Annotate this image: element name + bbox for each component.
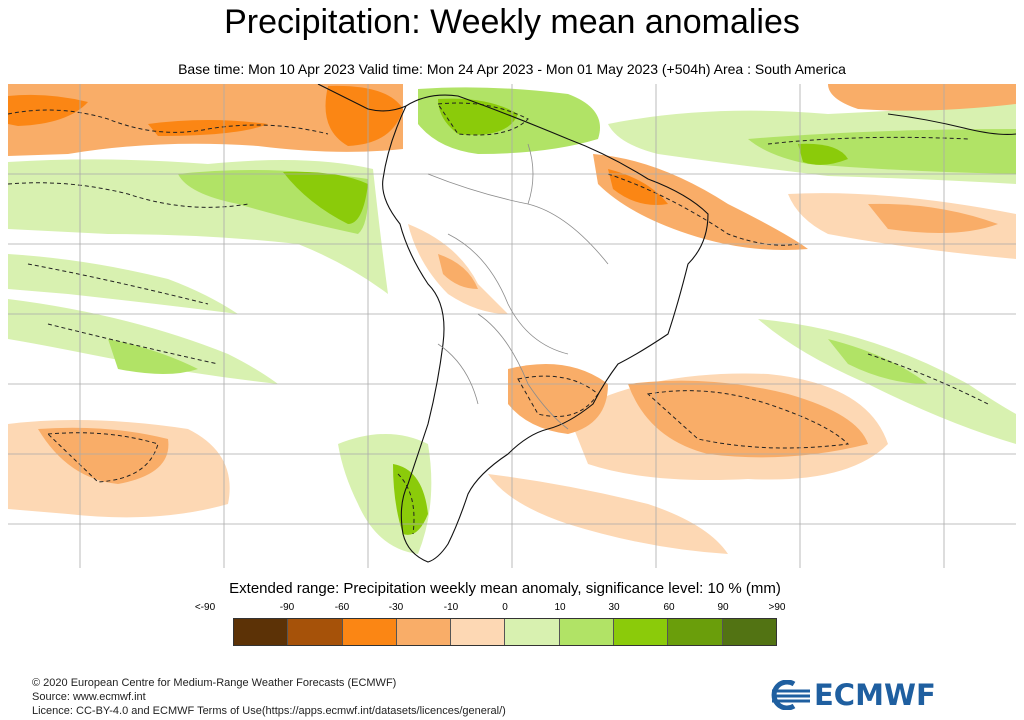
anomaly-region-atlantic-ne-orange: [828, 84, 1016, 111]
page-title: Precipitation: Weekly mean anomalies: [224, 3, 800, 41]
footer-credits: © 2020 European Centre for Medium-Range …: [32, 676, 506, 718]
footer-source: Source: www.ecmwf.int: [32, 691, 146, 703]
legend-tick: -60: [334, 602, 350, 613]
legend-swatch: [451, 619, 506, 645]
anomaly-region-colombia-orange: [325, 85, 403, 146]
page-subtitle: Base time: Mon 10 Apr 2023 Valid time: M…: [178, 61, 846, 77]
anomaly-region-pacific-green-streak-1: [8, 254, 238, 314]
anomaly-region-caribbean-green-dark: [438, 98, 518, 135]
legend-tick: >90: [768, 602, 786, 613]
anomaly-region-pacific-north-strong: [8, 94, 88, 126]
south-america-coastline: [382, 94, 709, 563]
legend-swatch: [614, 619, 669, 645]
anomaly-region-pacific-green-streak-3: [108, 339, 198, 374]
coastlines: [317, 84, 1016, 563]
central-america-coastline: [317, 84, 407, 112]
footer-licence: Licence: CC-BY-4.0 and ECMWF Terms of Us…: [32, 705, 506, 717]
legend-swatch: [722, 619, 776, 645]
anomaly-region-paraguay-orange: [508, 364, 608, 434]
anomaly-region-atlantic-mid-orange-2: [868, 203, 998, 233]
legend-tick: 0: [502, 602, 508, 613]
anomaly-region-pacific-eq-green-3: [283, 171, 368, 224]
anomaly-region-atlantic-mid-green: [758, 319, 1016, 444]
country-borders: [427, 143, 609, 430]
anomaly-region-pacific-north-strong-2: [148, 120, 268, 136]
legend-tick: -10: [443, 602, 459, 613]
legend-tick: <-90: [194, 602, 216, 613]
anomaly-region-south-atlantic-lower: [488, 474, 728, 554]
anomaly-fields: [8, 84, 1016, 554]
anomaly-region-atlantic-mid-green-2: [828, 339, 928, 384]
legend-title: Extended range: Precipitation weekly mea…: [229, 580, 781, 597]
significance-contours: [8, 102, 989, 535]
legend-swatch: [505, 619, 560, 645]
legend-ticks: <-90 -90 -60 -30 -10 0 10 30 60 90 >90: [195, 602, 809, 616]
legend-tick: -30: [388, 602, 404, 613]
legend-tick: 60: [663, 602, 675, 613]
anomaly-region-ne-brazil-orange-2: [608, 169, 668, 205]
ecmwf-logo-icon: [771, 680, 810, 710]
legend-tick: 10: [554, 602, 566, 613]
legend-swatch: [668, 619, 723, 645]
anomaly-region-atlantic-north-green-3: [798, 143, 848, 165]
ecmwf-logo-text: ECMWF: [814, 678, 936, 712]
legend-swatch: [288, 619, 343, 645]
legend-swatch: [559, 619, 615, 645]
ecmwf-logo: ECMWF: [768, 678, 948, 712]
anomaly-region-pacific-north-orange: [8, 84, 403, 156]
legend-tick: -90: [279, 602, 295, 613]
legend-swatch: [342, 619, 397, 645]
legend-tick: 90: [717, 602, 729, 613]
footer-copyright: © 2020 European Centre for Medium-Range …: [32, 677, 397, 689]
caribbean-islands: [887, 113, 1016, 135]
anomaly-region-pacific-south-orange-2: [38, 427, 169, 484]
precipitation-anomaly-map: [8, 84, 1016, 568]
anomaly-region-andes-orange-2: [438, 254, 478, 289]
legend-tick: 30: [608, 602, 620, 613]
anomaly-region-pacific-green-streak-2: [8, 299, 278, 384]
map-grid: [8, 84, 1016, 568]
anomaly-region-south-atlantic-orange-2: [628, 380, 868, 458]
legend-swatch: [234, 619, 289, 645]
legend-colorbar: [233, 618, 777, 646]
legend-swatch: [396, 619, 452, 645]
